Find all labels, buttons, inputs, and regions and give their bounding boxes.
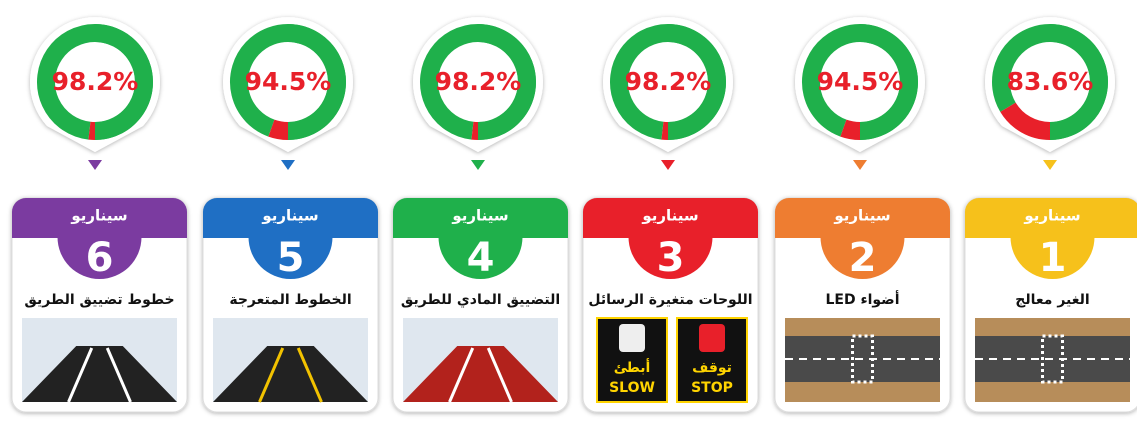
- card-number: 5: [277, 235, 305, 281]
- infographic: 98.2% 94.5% 98.2% 98.2% 94.5% 83.6% سيناريو 6 خط…: [0, 0, 1137, 421]
- card-title: خطوط تضييق الطريق: [24, 292, 174, 308]
- card-number: 1: [1039, 235, 1067, 281]
- sign-arabic: أبطئ: [614, 358, 651, 376]
- card-title: الغير معالج: [1015, 292, 1089, 308]
- card-title: الخطوط المتعرجة: [229, 292, 351, 308]
- card-number: 3: [657, 235, 685, 281]
- card-header-text: سيناريو: [261, 207, 318, 225]
- card-title: أضواء LED: [825, 290, 899, 308]
- percent-label: 94.5%: [817, 67, 904, 96]
- percent-label: 94.5%: [245, 67, 332, 96]
- card-header-text: سيناريو: [833, 207, 890, 225]
- card-header-text: سيناريو: [1023, 207, 1080, 225]
- sign-arabic: توقف: [692, 360, 732, 376]
- marker: [853, 160, 867, 170]
- donut-rest-arc: [271, 128, 288, 131]
- card-number: 2: [849, 235, 877, 281]
- donut-rest-arc: [843, 128, 860, 131]
- percent-label: 98.2%: [625, 67, 712, 96]
- card-header-text: سيناريو: [70, 207, 127, 225]
- marker: [88, 160, 102, 170]
- card-header-text: سيناريو: [641, 207, 698, 225]
- sign-icon: [619, 324, 645, 352]
- card-number: 4: [467, 235, 495, 281]
- sign-icon: [699, 324, 725, 352]
- sign-english: SLOW: [609, 380, 655, 396]
- marker: [471, 160, 485, 170]
- percent-label: 98.2%: [435, 67, 522, 96]
- card-number: 6: [86, 235, 114, 281]
- card-title: اللوحات متغيرة الرسائل: [588, 292, 752, 308]
- marker: [281, 160, 295, 170]
- sign-english: STOP: [691, 380, 733, 396]
- percent-label: 83.6%: [1007, 67, 1094, 96]
- percent-label: 98.2%: [52, 67, 139, 96]
- marker: [1043, 160, 1057, 170]
- card-title: التضييق المادي للطريق: [401, 292, 560, 309]
- card-header-text: سيناريو: [451, 207, 508, 225]
- marker: [661, 160, 675, 170]
